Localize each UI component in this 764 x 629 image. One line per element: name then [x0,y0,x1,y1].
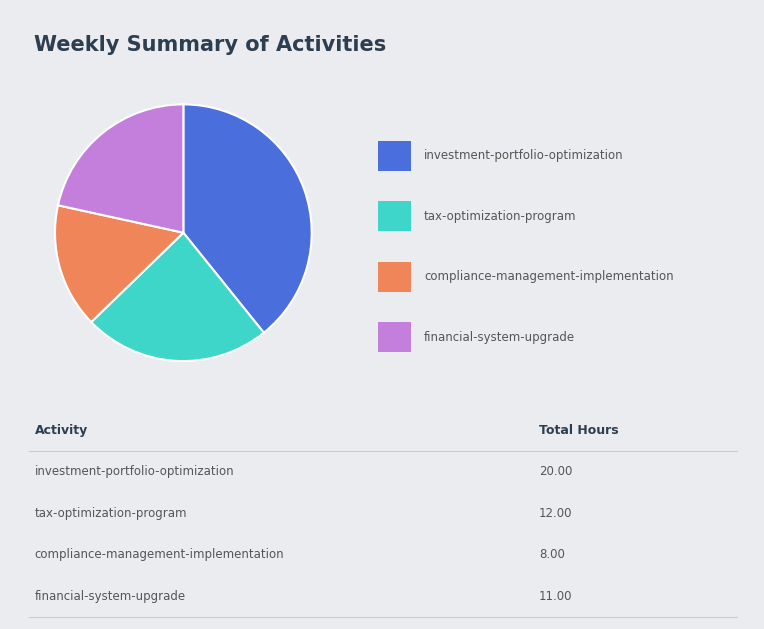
Text: tax-optimization-program: tax-optimization-program [424,210,577,223]
Text: financial-system-upgrade: financial-system-upgrade [424,331,575,343]
Bar [378,322,411,352]
Wedge shape [58,104,183,233]
Text: 11.00: 11.00 [539,590,572,603]
Bar [378,201,411,231]
Text: tax-optimization-program: tax-optimization-program [34,507,187,520]
Wedge shape [183,104,312,333]
Text: compliance-management-implementation: compliance-management-implementation [424,270,674,283]
Text: compliance-management-implementation: compliance-management-implementation [34,548,284,561]
Text: investment-portfolio-optimization: investment-portfolio-optimization [34,465,235,478]
Text: 12.00: 12.00 [539,507,572,520]
Text: Activity: Activity [34,424,88,437]
Bar [378,141,411,171]
Text: Weekly Summary of Activities: Weekly Summary of Activities [34,35,387,55]
Bar [378,262,411,292]
Text: Total Hours: Total Hours [539,424,619,437]
Wedge shape [91,233,264,361]
Text: investment-portfolio-optimization: investment-portfolio-optimization [424,150,623,162]
Text: financial-system-upgrade: financial-system-upgrade [34,590,186,603]
Text: 20.00: 20.00 [539,465,572,478]
Wedge shape [55,205,183,322]
Text: 8.00: 8.00 [539,548,565,561]
